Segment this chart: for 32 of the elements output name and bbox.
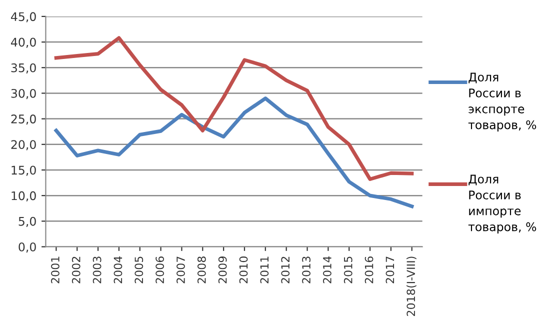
x-tick-label: 2017	[386, 256, 394, 284]
x-tick-label: 2015	[344, 256, 352, 284]
x-tick-label: 2011	[260, 256, 269, 284]
y-tick-label: 5,0	[18, 216, 36, 228]
x-tick-label: 2005	[134, 256, 144, 284]
x-tick-label: 2018(I-VIII)	[406, 256, 416, 316]
y-tick-label: 20,0	[11, 140, 36, 150]
x-tick-label: 2008	[197, 256, 206, 284]
y-tick-label: 30,0	[11, 88, 36, 100]
x-tick-label: 2013	[302, 256, 310, 284]
x-tick-label: 2009	[218, 256, 227, 284]
x-tick-label: 2006	[156, 256, 164, 284]
y-tick-label: 0,0	[18, 242, 36, 253]
y-tick-label: 35,0	[11, 63, 36, 74]
x-tick-label: 2014	[323, 256, 332, 284]
x-tick-label: 2003	[92, 256, 102, 284]
x-tick-label: 2012	[281, 256, 290, 284]
y-tick-label: 40,0	[10, 38, 36, 48]
x-tick-label: 2001	[51, 256, 60, 284]
y-tick-label: 25,0	[11, 114, 36, 125]
legend-label: Доля России в импорте товаров, %	[468, 174, 536, 234]
y-tick-label: 10,0	[12, 191, 36, 202]
x-tick-label: 2007	[176, 256, 185, 284]
x-tick-label: 2002	[72, 256, 80, 284]
x-tick-label: 2010	[239, 256, 248, 284]
x-tick-label: 2004	[114, 256, 122, 284]
y-tick-label: 15,0	[12, 166, 36, 176]
y-tick-label: 45,0	[10, 12, 36, 22]
x-tick-label: 2016	[364, 256, 374, 284]
line-series	[54, 36, 414, 181]
line-series	[54, 96, 414, 208]
legend-label: Доля России в экспорте товаров, %	[468, 72, 536, 132]
